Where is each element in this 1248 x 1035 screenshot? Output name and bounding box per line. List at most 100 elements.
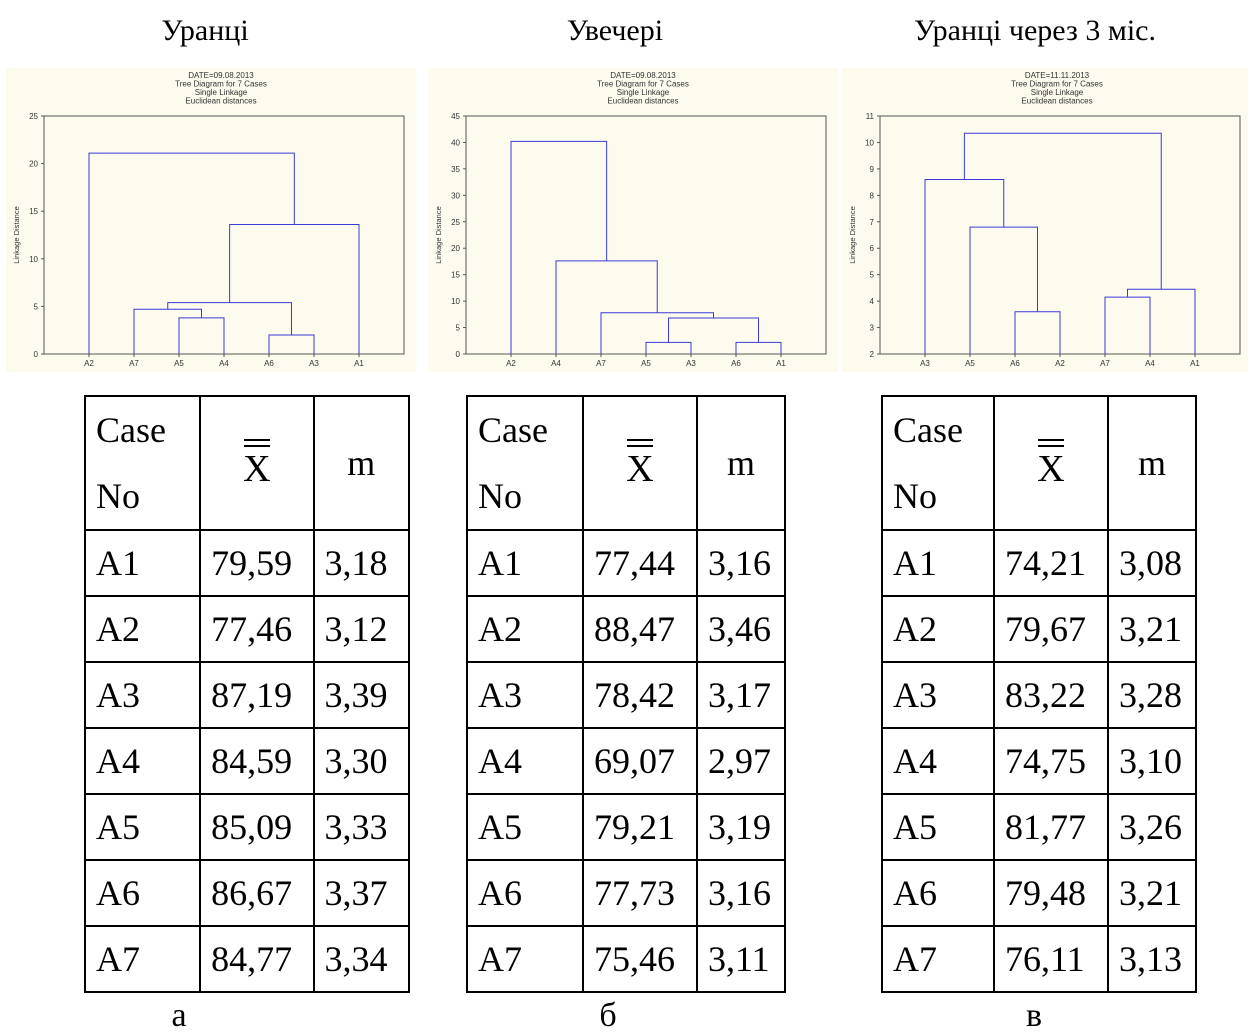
dendrogram-link: [167, 302, 292, 335]
cell-mean: 83,22: [993, 661, 1109, 729]
y-tick-label: 45: [451, 112, 460, 121]
cell-mean: 75,46: [582, 925, 698, 993]
leaf-label: A3: [686, 359, 696, 368]
table-row: A5 79,21 3,19: [466, 793, 786, 861]
dendrogram-link: [268, 334, 315, 354]
dendrogram-link: [963, 132, 1162, 290]
cell-m: 3,08: [1107, 529, 1197, 597]
header-case-line2: No: [96, 476, 140, 516]
header-case-no: Case No: [83, 395, 202, 531]
dendrogram-chart: DATE=09.08.2013 Tree Diagram for 7 Cases S…: [6, 68, 416, 372]
leaf-label: A1: [354, 359, 364, 368]
cell-m: 3,13: [1107, 925, 1197, 993]
table-row: A7 76,11 3,13: [881, 925, 1197, 993]
y-tick-label: 25: [451, 218, 460, 227]
y-tick-label: 10: [451, 297, 460, 306]
table-row: A7 75,46 3,11: [466, 925, 786, 993]
table-row: A7 84,77 3,34: [83, 925, 411, 993]
dendrogram-link: [600, 312, 714, 354]
cell-mean: 85,09: [199, 793, 315, 861]
dendrogram-link: [510, 140, 608, 354]
leaf-label: A5: [641, 359, 651, 368]
chart-header-line: Euclidean distances: [607, 97, 678, 106]
dendrogram-link: [1014, 311, 1061, 354]
leaf-label: A3: [309, 359, 319, 368]
cell-case: A1: [466, 529, 584, 597]
cell-m: 3,16: [696, 529, 786, 597]
header-case-line1: Case: [96, 410, 166, 450]
leaf-label: A2: [84, 359, 94, 368]
dendrogram-link: [969, 226, 1038, 354]
y-tick-label: 15: [451, 271, 460, 280]
cell-mean: 87,19: [199, 661, 315, 729]
table-row: A3 87,19 3,39: [83, 661, 411, 729]
cell-case: A2: [83, 595, 202, 663]
cell-case: A1: [83, 529, 202, 597]
panel-sublabel: а: [171, 997, 187, 1034]
chart-header-line: Euclidean distances: [185, 97, 256, 106]
chart-header-line: DATE=09.08.2013: [610, 71, 676, 80]
panel-sublabel: б: [599, 997, 617, 1034]
leaf-label: A7: [129, 359, 139, 368]
y-tick-label: 2: [870, 350, 875, 359]
y-tick-label: 10: [29, 255, 38, 264]
leaf-label: A2: [506, 359, 516, 368]
table-row: A4 84,59 3,30: [83, 727, 411, 795]
y-tick-label: 8: [870, 191, 875, 200]
dendrogram-chart: DATE=11.11.2013 Tree Diagram for 7 Cases S…: [842, 68, 1248, 372]
cell-m: 3,39: [312, 661, 411, 729]
chart-header-line: Single Linkage: [617, 88, 670, 97]
panel-title: Увечері: [566, 14, 664, 47]
dendrogram-link: [178, 317, 225, 354]
cell-m: 3,10: [1107, 727, 1197, 795]
table-row: A6 79,48 3,21: [881, 859, 1197, 927]
y-tick-label: 0: [456, 350, 461, 359]
table-row: A2 79,67 3,21: [881, 595, 1197, 663]
cell-m: 3,46: [696, 595, 786, 663]
chart-header-line: Tree Diagram for 7 Cases: [1011, 80, 1103, 89]
cell-m: 3,33: [312, 793, 411, 861]
table-row: A4 74,75 3,10: [881, 727, 1197, 795]
cell-m: 3,26: [1107, 793, 1197, 861]
y-tick-label: 35: [451, 165, 460, 174]
cell-case: A6: [881, 859, 995, 927]
cell-mean: 79,59: [199, 529, 315, 597]
plot-frame: [465, 115, 827, 355]
header-case-no: Case No: [466, 395, 584, 531]
cell-m: 3,18: [312, 529, 411, 597]
y-tick-label: 7: [870, 218, 875, 227]
dendrogram-link: [555, 260, 658, 354]
y-axis-label: Linkage Distance: [12, 206, 21, 264]
cell-mean: 74,75: [993, 727, 1109, 795]
mean-symbol-text: X: [243, 448, 271, 490]
cell-m: 3,21: [1107, 859, 1197, 927]
y-tick-label: 15: [29, 207, 38, 216]
panel-morning-3-months: Уранці через 3 міс. DATE=11.11.2013 Tree …: [836, 0, 1248, 1035]
mean-symbol-text: X: [1037, 448, 1065, 490]
table-row: A1 79,59 3,18: [83, 529, 411, 597]
leaf-label: A1: [1190, 359, 1200, 368]
panel-title: Уранці через 3 міс.: [914, 14, 1156, 47]
cell-case: A7: [466, 925, 584, 993]
leaf-label: A4: [551, 359, 561, 368]
y-tick-label: 5: [456, 324, 461, 333]
dendrogram-link: [645, 341, 692, 354]
leaf-label: A7: [1100, 359, 1110, 368]
cell-case: A3: [83, 661, 202, 729]
cell-case: A2: [466, 595, 584, 663]
cell-case: A5: [466, 793, 584, 861]
leaf-label: A6: [1010, 359, 1020, 368]
leaf-label: A4: [1145, 359, 1155, 368]
cell-m: 3,17: [696, 661, 786, 729]
y-tick-label: 0: [34, 350, 39, 359]
y-tick-label: 6: [870, 244, 875, 253]
cell-case: A4: [466, 727, 584, 795]
cell-mean: 81,77: [993, 793, 1109, 861]
cell-case: A5: [83, 793, 202, 861]
cell-mean: 77,44: [582, 529, 698, 597]
dendrogram-link: [1127, 288, 1196, 354]
